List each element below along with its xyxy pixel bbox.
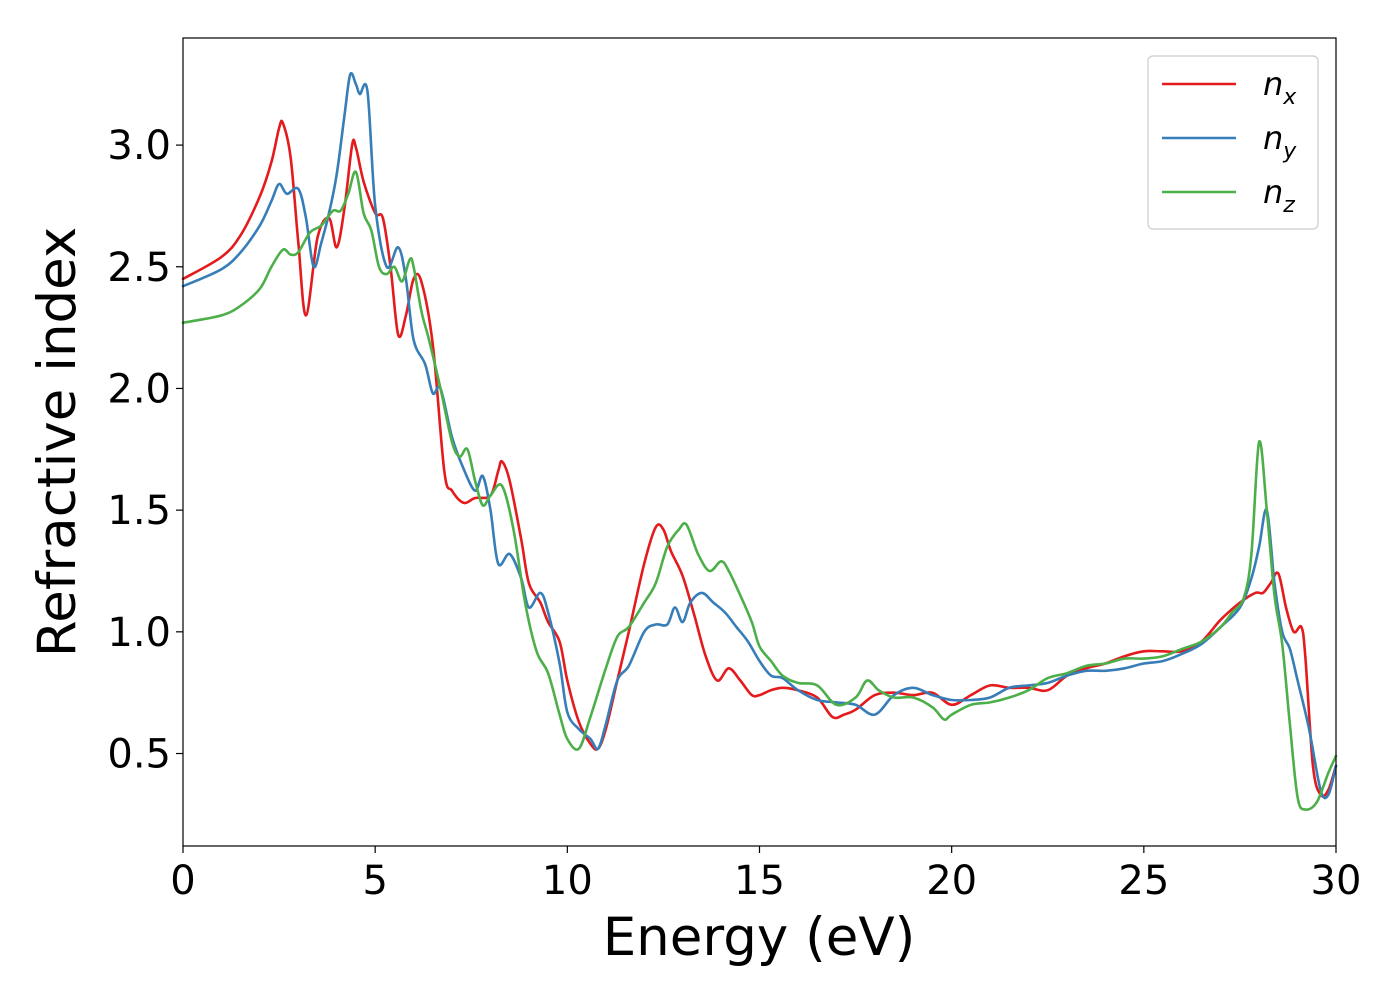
y-tick-label: 3.0	[107, 123, 171, 169]
series-line-y	[181, 71, 1338, 800]
x-tick-label: 30	[1311, 858, 1362, 904]
series-line-x	[181, 119, 1338, 798]
y-tick-label: 0.5	[107, 732, 171, 778]
legend-frame	[1147, 55, 1319, 230]
x-tick-label: 0	[170, 858, 195, 904]
y-tick-label: 2.5	[107, 245, 171, 291]
x-axis-ticks: 0 5 10 15 20 25 30	[170, 846, 1361, 904]
x-tick-label: 10	[542, 858, 593, 904]
x-axis-label: Energy (eV)	[603, 907, 916, 968]
x-tick-label: 25	[1118, 858, 1169, 904]
series-line-z	[181, 170, 1338, 811]
x-tick-label: 5	[362, 858, 387, 904]
x-tick-label: 15	[734, 858, 785, 904]
y-axis-ticks: 0.5 1.0 1.5 2.0 2.5 3.0	[107, 123, 183, 778]
y-tick-label: 1.0	[107, 610, 171, 656]
y-tick-label: 1.5	[107, 488, 171, 534]
legend-label-y: ny	[1263, 119, 1297, 164]
x-tick-label: 20	[926, 858, 977, 904]
legend-label-z: nz	[1263, 173, 1295, 218]
legend-entries: nx ny nz	[1162, 65, 1297, 218]
legend: nx ny nz	[1147, 55, 1319, 230]
plot-lines	[181, 71, 1338, 811]
y-tick-label: 2.0	[107, 366, 171, 412]
y-axis-label: Refractive index	[27, 227, 88, 657]
legend-label-x: nx	[1263, 65, 1297, 110]
